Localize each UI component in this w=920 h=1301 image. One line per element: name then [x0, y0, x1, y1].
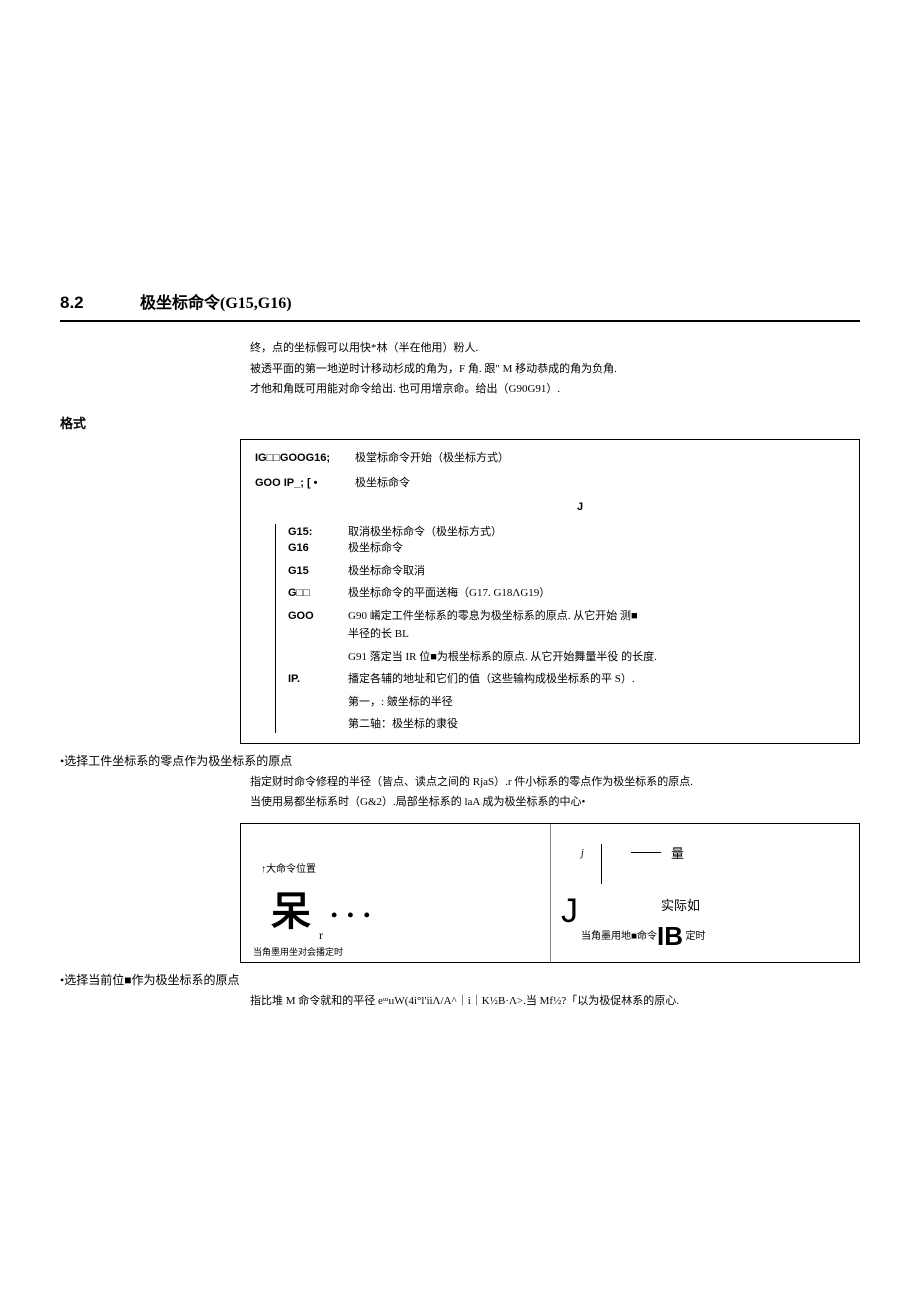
intro-paragraph: 终，点的坐标假可以用快*林（半在他用）粉人. 被透平面的第一地逆时计移动杉成的角… — [250, 340, 860, 398]
def-label: G16 — [288, 540, 348, 557]
subsection-2-title: •选择当前位■作为极坐标系的原点 — [60, 971, 860, 989]
sub1-p1: 指定财时命令修程的半径（皆点、读点之间的 RjaS）.r 件小标系的零点作为极坐… — [250, 774, 860, 791]
def-text: 播定各辅的地址和它们的值（这些输构成极坐标系的平 S）. — [348, 671, 845, 688]
diagram-vert-line — [601, 844, 602, 884]
diagram-shiji: 实际如 — [661, 896, 700, 916]
def-text: 半径的长 BL — [348, 626, 845, 643]
subsection-1-body: 指定财时命令修程的半径（皆点、读点之间的 RjaS）.r 件小标系的零点作为极坐… — [250, 774, 860, 811]
def-text: G90 崤定工件坐标系的零息为极坐标系的原点. 从它开始 测■ — [348, 608, 845, 625]
sub2-p1: 指比堆 M 命令就和的平径 eᵚııW(4i°l'iiΛ/A^｜i｜K½B·Λ>… — [250, 993, 860, 1010]
diagram-left-bottom: 当角墨用坐对会播定时 — [253, 946, 343, 960]
subsection-2-body: 指比堆 M 命令就和的平径 eᵚııW(4i°l'iiΛ/A^｜i｜K½B·Λ>… — [250, 993, 860, 1010]
def-label — [288, 716, 348, 733]
diagram-left-glyph: 呆 — [271, 882, 311, 942]
format-box: IG□□GOOG16; 极堂标命令开始（极坐标方式） GOO IP_; [ • … — [240, 439, 860, 744]
format-desc-1: 极堂标命令开始（极坐标方式） — [355, 450, 845, 467]
def-label — [288, 694, 348, 711]
def-text: 第一，: 皴坐标的半径 — [348, 694, 845, 711]
format-code-1: IG□□GOOG16; — [255, 450, 355, 467]
format-heading: 格式 — [60, 414, 860, 434]
definitions-block: G15:取消极坐标命令（极坐标方式） G16极坐标命令 G15极坐标命令取消 G… — [275, 524, 845, 733]
section-header: 8.2 极坐标命令(G15,G16) — [60, 290, 860, 322]
def-label: G15: — [288, 524, 348, 541]
def-text: G91 落定当 IR 位■为根坐标系的原点. 从它开始舞量半役 的长度. — [348, 649, 845, 666]
sub1-p2: 当使用易都坐标系时（G&2）.局部坐标系的 laA 成为极坐标系的中心• — [250, 794, 860, 811]
diagram-dash-line — [631, 852, 661, 853]
def-label — [288, 626, 348, 643]
intro-line-2: 被透平面的第一地逆时计移动杉成的角为，F 角. 跟" M 移动恭成的角为负角. — [250, 361, 860, 378]
format-top-row-2: GOO IP_; [ • 极坐标命令 — [255, 475, 845, 492]
def-label: G15 — [288, 563, 348, 580]
def-text: 极坐标命令取消 — [348, 563, 845, 580]
diagram-liang: 量 — [671, 844, 684, 864]
diagram-left-panel: ↑大命令位置 呆 ••• r 当角墨用坐对会播定时 — [241, 824, 550, 962]
format-desc-2: 极坐标命令 — [355, 475, 845, 492]
def-text: 取消极坐标命令（极坐标方式） — [348, 524, 845, 541]
def-label — [288, 649, 348, 666]
intro-line-1: 终，点的坐标假可以用快*林（半在他用）粉人. — [250, 340, 860, 357]
def-label: GOO — [288, 608, 348, 625]
def-text: 第二轴：极坐标的隶役 — [348, 716, 845, 733]
def-label: G□□ — [288, 585, 348, 602]
diagram-right-panel: j 量 J 实际如 当角墨用地■命令IB 定时 — [550, 824, 859, 962]
diagram-dots: ••• — [331, 902, 380, 929]
diagram-box: ↑大命令位置 呆 ••• r 当角墨用坐对会播定时 j 量 J 实际如 当角墨用… — [240, 823, 860, 963]
diagram-right-bottom: 当角墨用地■命令IB 定时 — [581, 917, 706, 956]
def-text: 极坐标命令 — [348, 540, 845, 557]
def-label: IP. — [288, 671, 348, 688]
def-text: 极坐标命令的平面送梅（G17. G18ΛG19） — [348, 585, 845, 602]
diagram-left-top-label: ↑大命令位置 — [261, 862, 316, 877]
format-top-row-1: IG□□GOOG16; 极堂标命令开始（极坐标方式） — [255, 450, 845, 467]
diagram-r-label: r — [319, 926, 323, 944]
section-number: 8.2 — [60, 290, 140, 316]
j-divider-label: J — [315, 499, 845, 516]
diagram-j-small: j — [581, 846, 584, 861]
subsection-1-title: •选择工件坐标系的零点作为极坐标系的原点 — [60, 752, 860, 770]
format-code-2: GOO IP_; [ • — [255, 475, 355, 492]
diagram-big-j: J — [561, 886, 578, 937]
section-title: 极坐标命令(G15,G16) — [140, 292, 292, 316]
intro-line-3: 才他和角既可用能对命令给出. 也可用增京命。给出（G90G91）. — [250, 381, 860, 398]
